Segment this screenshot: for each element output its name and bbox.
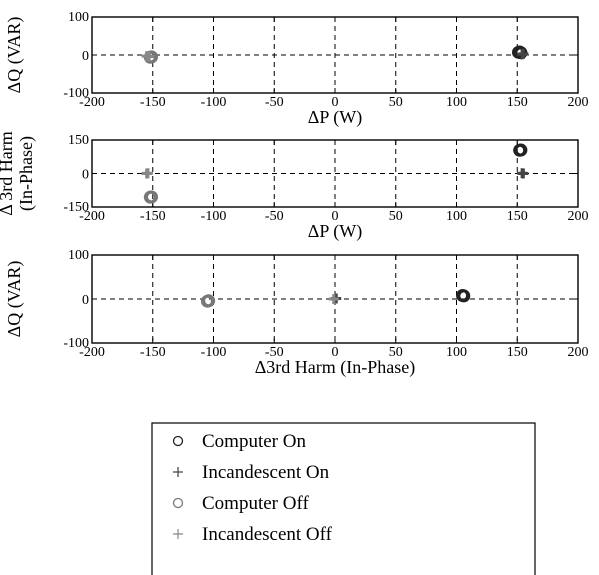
x-tick-label: -150 bbox=[140, 209, 166, 224]
data-point-circle bbox=[513, 143, 527, 157]
data-point-plus bbox=[517, 168, 528, 179]
data-point-plus bbox=[328, 294, 339, 304]
data-point-circle bbox=[145, 190, 159, 204]
data-point-circle bbox=[457, 289, 471, 303]
data-point-plus bbox=[142, 168, 153, 179]
x-tick-label: 50 bbox=[389, 209, 403, 224]
x-tick-label: -50 bbox=[265, 209, 284, 224]
legend-marker-plus bbox=[173, 467, 183, 477]
x-axis-label: Δ3rd Harm (In-Phase) bbox=[255, 357, 416, 378]
data-point-circle bbox=[202, 294, 216, 308]
subplot-3: -200 -150 -100 -50 0 50 100 150 200 100 0 -100 Δ3rd … bbox=[4, 248, 589, 378]
x-tick-label: 100 bbox=[446, 345, 467, 360]
x-tick-label: -200 bbox=[79, 209, 105, 224]
x-tick-label: 200 bbox=[568, 345, 589, 360]
x-tick-label: 0 bbox=[332, 209, 339, 224]
legend-marker-circle bbox=[172, 497, 184, 509]
x-tick-label: 50 bbox=[389, 95, 403, 110]
legend-marker-circle bbox=[172, 435, 184, 447]
y-tick-label: -150 bbox=[63, 200, 89, 215]
y-tick-label: 150 bbox=[68, 133, 89, 148]
x-tick-label: -100 bbox=[201, 345, 227, 360]
x-tick-label: -50 bbox=[265, 345, 284, 360]
x-tick-label: -200 bbox=[79, 345, 105, 360]
data-point-plus bbox=[517, 49, 528, 60]
x-axis-label: ΔP (W) bbox=[308, 107, 362, 128]
x-tick-label: 150 bbox=[507, 95, 528, 110]
legend-entry-label: Incandescent Off bbox=[202, 524, 333, 545]
y-axis-label: ΔQ (VAR) bbox=[4, 17, 25, 94]
y-tick-label: -100 bbox=[63, 336, 89, 351]
x-tick-label: 0 bbox=[332, 345, 339, 360]
x-tick-label: -100 bbox=[201, 209, 227, 224]
y-tick-label: -100 bbox=[63, 86, 89, 101]
x-tick-label: 200 bbox=[568, 95, 589, 110]
legend-entry-label: Incandescent On bbox=[202, 462, 330, 483]
y-tick-label: 0 bbox=[82, 49, 89, 64]
legend-entry-label: Computer Off bbox=[202, 493, 309, 514]
y-axis-label: Δ 3rd Harm(In-Phase) bbox=[0, 131, 37, 216]
x-tick-label: -200 bbox=[79, 95, 105, 110]
y-tick-label: 0 bbox=[82, 293, 89, 308]
x-tick-label: 150 bbox=[507, 345, 528, 360]
x-tick-label: 0 bbox=[332, 95, 339, 110]
y-tick-label: 100 bbox=[68, 248, 89, 263]
y-tick-label: 100 bbox=[68, 10, 89, 25]
legend-box bbox=[151, 422, 536, 575]
data-point-plus bbox=[144, 51, 155, 62]
legend-entry-label: Computer On bbox=[202, 431, 306, 452]
x-tick-label: -50 bbox=[265, 95, 284, 110]
subplot-1: -200 -150 -100 -50 0 50 100 150 200 100 0 -100 ΔP (W… bbox=[4, 10, 589, 128]
legend-marker-plus bbox=[173, 529, 183, 539]
x-tick-label: 100 bbox=[446, 95, 467, 110]
x-axis-label: ΔP (W) bbox=[308, 221, 362, 242]
x-tick-label: 150 bbox=[507, 209, 528, 224]
x-tick-label: -150 bbox=[140, 345, 166, 360]
x-tick-label: -150 bbox=[140, 95, 166, 110]
x-tick-label: 100 bbox=[446, 209, 467, 224]
x-tick-label: 50 bbox=[389, 345, 403, 360]
x-tick-label: 200 bbox=[568, 209, 589, 224]
x-tick-label: -100 bbox=[201, 95, 227, 110]
y-axis-label: ΔQ (VAR) bbox=[4, 261, 25, 338]
legend: Computer On Incandescent On Computer Off In… bbox=[151, 422, 536, 575]
y-tick-label: 0 bbox=[82, 168, 89, 183]
